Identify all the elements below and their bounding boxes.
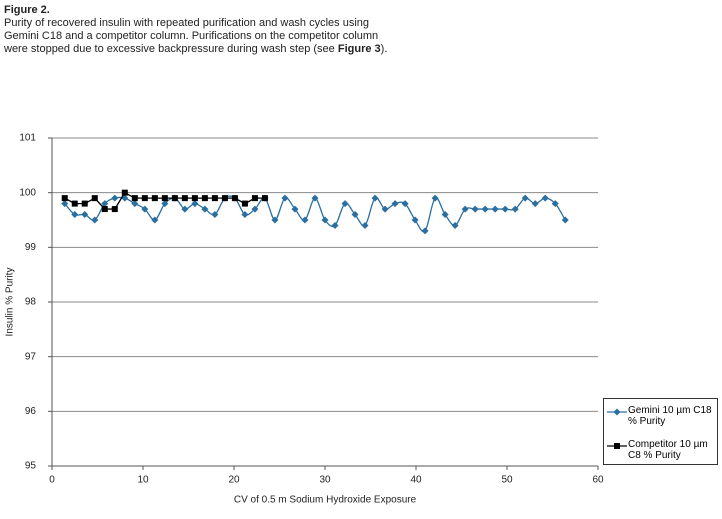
point [111, 206, 118, 213]
point [491, 205, 499, 213]
caption-end: ). [380, 43, 388, 55]
point [241, 211, 249, 219]
point [291, 205, 299, 213]
x-tick-label: 10 [137, 475, 149, 486]
legend-marker [613, 408, 621, 416]
point [501, 205, 509, 213]
x-tick-label: 60 [592, 475, 604, 486]
y-tick-label: 100 [19, 187, 36, 198]
point [381, 205, 389, 213]
legend-label: Gemini 10 µm C18 % Purity [628, 405, 712, 427]
point [251, 205, 259, 213]
point [211, 195, 218, 202]
point [191, 200, 199, 208]
point [311, 194, 319, 202]
point [481, 205, 489, 213]
point [81, 200, 88, 207]
point [181, 195, 188, 202]
point [151, 195, 158, 202]
point [221, 195, 228, 202]
figure-ref: Figure 3 [337, 43, 381, 55]
point [141, 195, 148, 202]
point [131, 200, 139, 208]
point [231, 195, 238, 202]
point [551, 200, 559, 208]
point [241, 200, 248, 207]
point [371, 194, 379, 202]
point [101, 200, 109, 208]
point [541, 194, 549, 202]
point [81, 211, 89, 219]
x-tick-label: 50 [501, 475, 513, 486]
point [321, 216, 329, 224]
y-tick-label: 97 [25, 351, 37, 362]
figure-label: Figure 2. [4, 4, 50, 16]
point [451, 221, 459, 229]
y-axis-title: Insulin % Purity [5, 268, 16, 337]
legend-marker [614, 443, 620, 449]
legend-swatch [607, 443, 627, 449]
y-tick-label: 101 [19, 133, 36, 144]
point [361, 221, 369, 229]
point [181, 205, 189, 213]
point [531, 200, 539, 208]
point [301, 216, 309, 224]
y-tick-label: 95 [25, 461, 37, 472]
point [151, 216, 159, 224]
point [61, 200, 69, 208]
point [121, 189, 128, 196]
point [161, 200, 169, 208]
point [111, 194, 119, 202]
point [91, 195, 98, 202]
point [161, 195, 168, 202]
point [141, 205, 149, 213]
point [271, 216, 279, 224]
point [91, 216, 99, 224]
point [401, 200, 409, 208]
y-tick-label: 99 [25, 242, 37, 253]
point [341, 200, 349, 208]
point [521, 194, 529, 202]
point [131, 195, 138, 202]
point [331, 221, 339, 229]
point [211, 211, 219, 219]
point [191, 195, 198, 202]
point [61, 195, 68, 202]
point [201, 195, 208, 202]
point [201, 205, 209, 213]
x-tick-label: 0 [49, 475, 55, 486]
y-tick-label: 98 [25, 297, 37, 308]
point [511, 205, 519, 213]
point [171, 195, 178, 202]
point [391, 200, 399, 208]
x-tick-label: 40 [410, 475, 422, 486]
point [471, 205, 479, 213]
legend-label: Competitor 10 µm C8 % Purity [628, 439, 708, 461]
point [251, 195, 258, 202]
point [261, 195, 268, 202]
point [101, 206, 108, 213]
point [441, 211, 449, 219]
point [71, 200, 78, 207]
point [411, 216, 419, 224]
legend-swatch [607, 408, 627, 416]
x-axis-title: CV of 0.5 m Sodium Hydroxide Exposure [234, 495, 417, 506]
point [71, 211, 79, 219]
caption: Figure 2. Purity of recovered insulin wit… [4, 4, 404, 56]
point [421, 227, 429, 235]
point [561, 216, 569, 224]
caption-text: Purity of recovered insulin with repeate… [4, 17, 379, 55]
y-tick-label: 96 [25, 406, 37, 417]
point [351, 211, 359, 219]
x-tick-label: 20 [228, 475, 240, 486]
point [461, 205, 469, 213]
legend: Gemini 10 µm C18 % Purity Competitor 10 µ… [603, 398, 718, 465]
point [281, 194, 289, 202]
x-tick-label: 30 [319, 475, 331, 486]
point [431, 194, 439, 202]
